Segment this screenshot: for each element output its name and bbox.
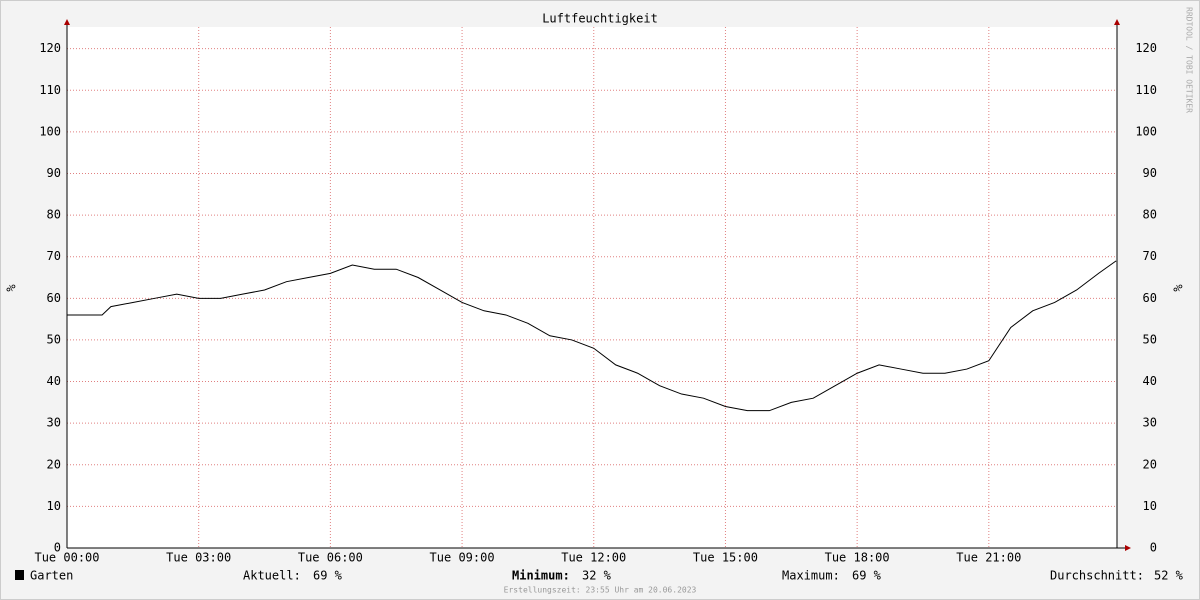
y2-tick-label: 60 bbox=[1143, 291, 1157, 305]
x-tick-label: Tue 06:00 bbox=[298, 551, 363, 565]
y2-tick-label: 80 bbox=[1143, 208, 1157, 222]
y-axis-label: % bbox=[4, 284, 18, 292]
y2-tick-label: 50 bbox=[1143, 332, 1157, 346]
stat-label: Maximum: bbox=[782, 569, 840, 583]
y-tick-label: 110 bbox=[39, 83, 61, 97]
y-tick-label: 60 bbox=[47, 291, 61, 305]
x-tick-label: Tue 00:00 bbox=[34, 551, 99, 565]
x-tick-label: Tue 18:00 bbox=[825, 551, 890, 565]
y2-tick-label: 90 bbox=[1143, 166, 1157, 180]
y2-tick-label: 0 bbox=[1150, 541, 1157, 555]
x-tick-label: Tue 21:00 bbox=[956, 551, 1021, 565]
y2-tick-label: 30 bbox=[1143, 416, 1157, 430]
y2-tick-label: 110 bbox=[1135, 83, 1157, 97]
plot-area bbox=[67, 27, 1117, 548]
stat-label: Durchschnitt: bbox=[1050, 569, 1144, 583]
arrow bbox=[64, 19, 70, 25]
y-tick-label: 0 bbox=[54, 541, 61, 555]
y2-tick-label: 40 bbox=[1143, 374, 1157, 388]
y-tick-label: 20 bbox=[47, 457, 61, 471]
y2-tick-label: 20 bbox=[1143, 457, 1157, 471]
y-tick-label: 80 bbox=[47, 208, 61, 222]
stat-value: 52 % bbox=[1154, 569, 1184, 583]
chart-title: Luftfeuchtigkeit bbox=[542, 12, 658, 26]
x-tick-label: Tue 09:00 bbox=[430, 551, 495, 565]
y2-axis-label: % bbox=[1171, 284, 1185, 292]
x-tick-label: Tue 03:00 bbox=[166, 551, 231, 565]
y-tick-label: 50 bbox=[47, 332, 61, 346]
stat-label: Aktuell: bbox=[243, 569, 301, 583]
y-tick-label: 40 bbox=[47, 374, 61, 388]
arrow bbox=[1125, 545, 1131, 551]
y-tick-label: 10 bbox=[47, 499, 61, 513]
stat-value: 69 % bbox=[313, 569, 343, 583]
y-tick-label: 90 bbox=[47, 166, 61, 180]
arrow bbox=[1114, 19, 1120, 25]
y2-tick-label: 10 bbox=[1143, 499, 1157, 513]
legend-label: Garten bbox=[30, 569, 73, 583]
y-tick-label: 120 bbox=[39, 41, 61, 55]
data-line bbox=[67, 260, 1117, 412]
x-tick-label: Tue 15:00 bbox=[693, 551, 758, 565]
stat-label: Minimum: bbox=[512, 569, 570, 583]
y-tick-label: 100 bbox=[39, 124, 61, 138]
y2-tick-label: 120 bbox=[1135, 41, 1157, 55]
y2-tick-label: 70 bbox=[1143, 249, 1157, 263]
watermark: RRDTOOL / TOBI OETIKER bbox=[1185, 7, 1194, 113]
stat-value: 69 % bbox=[852, 569, 882, 583]
x-tick-label: Tue 12:00 bbox=[561, 551, 626, 565]
y-tick-label: 30 bbox=[47, 416, 61, 430]
footer: Erstellungszeit: 23:55 Uhr am 20.06.2023 bbox=[504, 586, 697, 595]
y-tick-label: 70 bbox=[47, 249, 61, 263]
stat-value: 32 % bbox=[582, 569, 612, 583]
y2-tick-label: 100 bbox=[1135, 124, 1157, 138]
legend-swatch bbox=[15, 570, 24, 580]
